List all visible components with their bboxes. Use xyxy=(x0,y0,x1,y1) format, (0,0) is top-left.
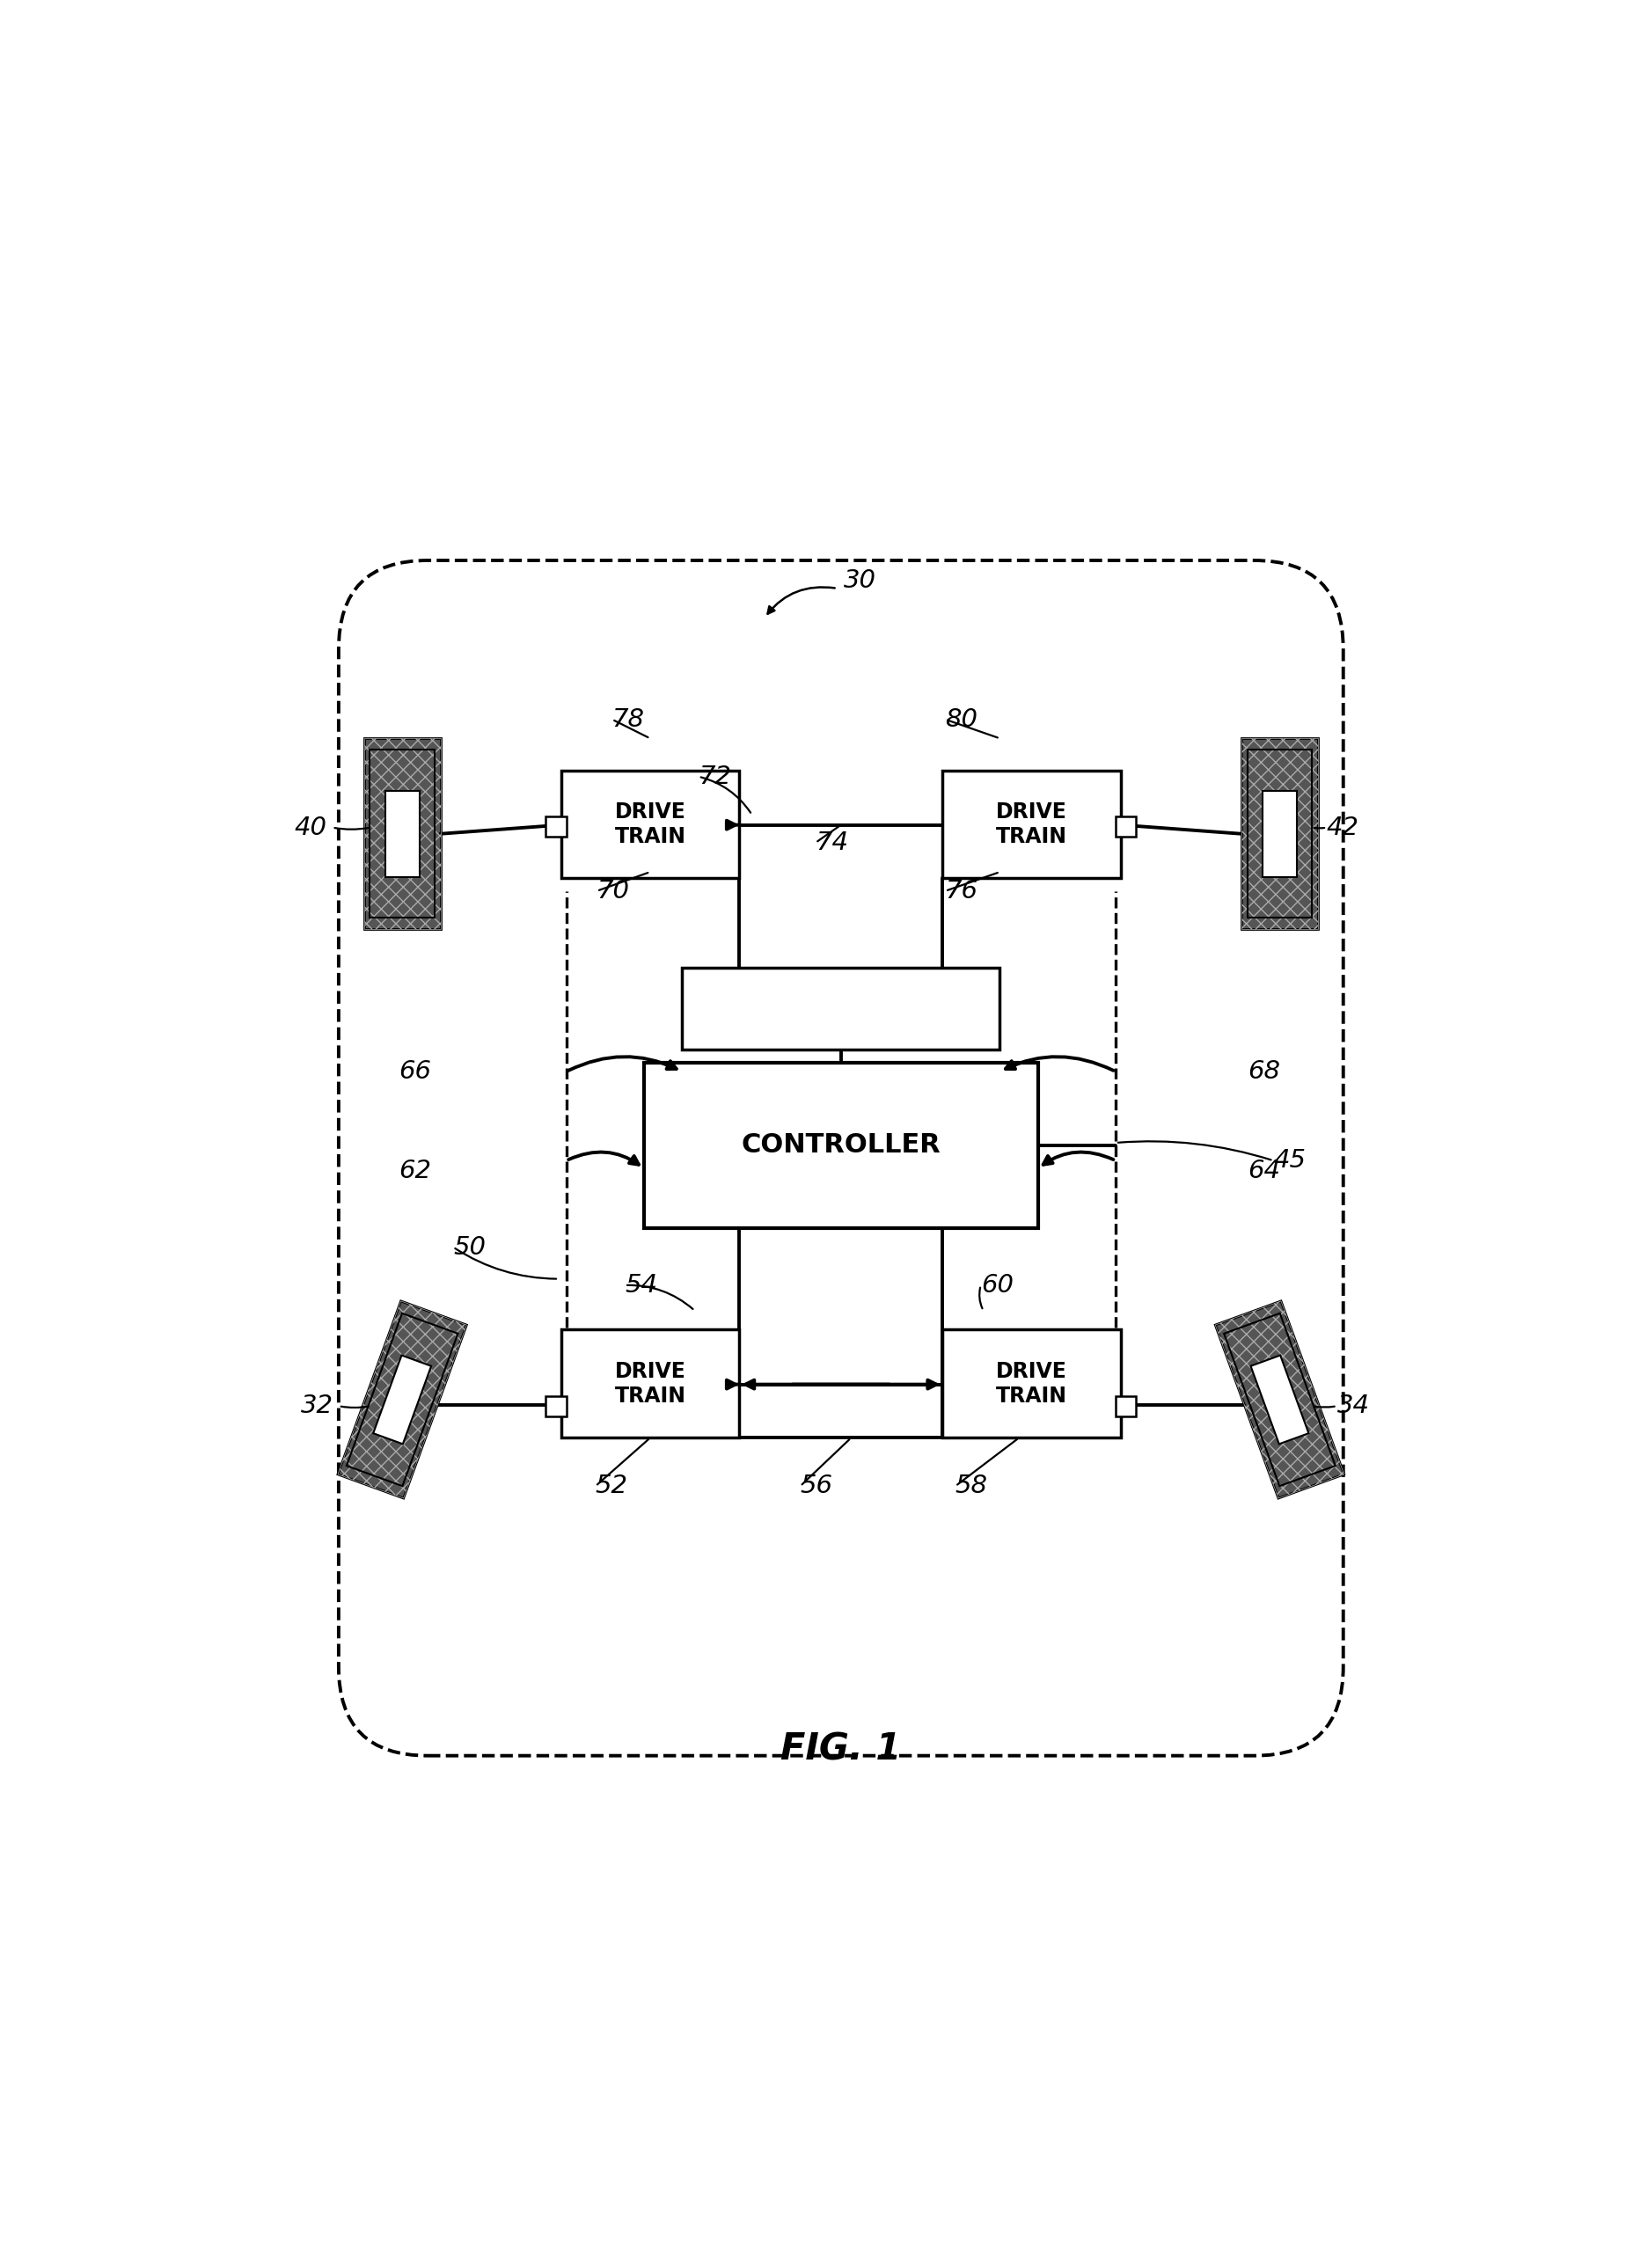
Polygon shape xyxy=(1241,739,1317,930)
Polygon shape xyxy=(338,1302,466,1499)
Text: 76: 76 xyxy=(945,878,977,903)
Text: 60: 60 xyxy=(981,1272,1014,1297)
Text: 66: 66 xyxy=(399,1059,431,1084)
Text: 68: 68 xyxy=(1246,1059,1279,1084)
Text: 40: 40 xyxy=(294,814,326,839)
Bar xyxy=(561,771,738,878)
Polygon shape xyxy=(364,739,440,930)
Text: 32: 32 xyxy=(300,1395,333,1418)
Text: 56: 56 xyxy=(800,1474,833,1499)
FancyArrowPatch shape xyxy=(792,1379,936,1388)
Polygon shape xyxy=(1215,1302,1343,1499)
Bar xyxy=(546,816,566,837)
Bar xyxy=(1115,816,1135,837)
Text: 78: 78 xyxy=(612,708,645,733)
Bar xyxy=(643,1064,1038,1227)
Polygon shape xyxy=(372,1356,431,1445)
Text: 30: 30 xyxy=(843,569,876,592)
Bar xyxy=(941,1329,1120,1438)
Text: 80: 80 xyxy=(945,708,977,733)
Bar xyxy=(941,771,1120,878)
Text: DRIVE
TRAIN: DRIVE TRAIN xyxy=(615,801,686,846)
Bar xyxy=(1115,1395,1135,1415)
FancyArrowPatch shape xyxy=(1043,1152,1114,1163)
FancyArrowPatch shape xyxy=(567,1057,676,1070)
Text: 64: 64 xyxy=(1246,1159,1279,1184)
Text: 45: 45 xyxy=(1273,1148,1305,1173)
Text: 72: 72 xyxy=(699,764,731,789)
FancyArrowPatch shape xyxy=(745,1379,889,1388)
Text: 74: 74 xyxy=(815,830,848,855)
Text: DRIVE
TRAIN: DRIVE TRAIN xyxy=(615,1361,686,1406)
FancyArrowPatch shape xyxy=(1005,1057,1114,1070)
Bar xyxy=(682,968,999,1050)
Text: 52: 52 xyxy=(595,1474,628,1499)
FancyArrowPatch shape xyxy=(567,1152,638,1163)
Text: DRIVE
TRAIN: DRIVE TRAIN xyxy=(995,801,1066,846)
Bar xyxy=(546,1395,566,1415)
Polygon shape xyxy=(385,792,420,878)
Text: 50: 50 xyxy=(453,1234,485,1259)
Text: CONTROLLER: CONTROLLER xyxy=(741,1132,940,1159)
Text: 62: 62 xyxy=(399,1159,431,1184)
Text: 54: 54 xyxy=(625,1272,658,1297)
Text: 34: 34 xyxy=(1337,1395,1369,1418)
Text: FIG. 1: FIG. 1 xyxy=(781,1730,900,1767)
Text: DRIVE
TRAIN: DRIVE TRAIN xyxy=(995,1361,1066,1406)
Polygon shape xyxy=(1261,792,1296,878)
Text: 42: 42 xyxy=(1327,814,1358,839)
Text: 58: 58 xyxy=(954,1474,987,1499)
Text: 70: 70 xyxy=(597,878,630,903)
Bar xyxy=(561,1329,738,1438)
Polygon shape xyxy=(1250,1356,1309,1445)
